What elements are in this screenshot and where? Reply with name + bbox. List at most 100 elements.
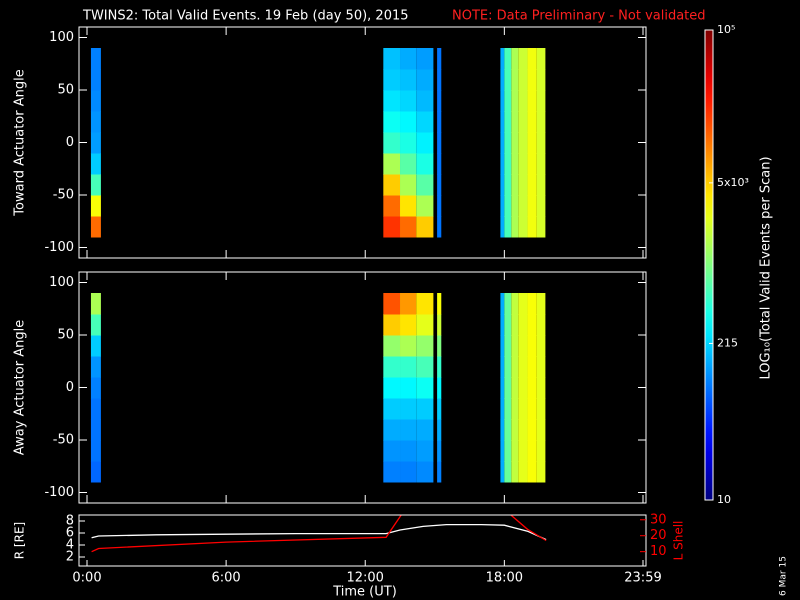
heat-cell — [416, 174, 434, 196]
heat-cell — [500, 398, 505, 420]
heat-cell — [504, 111, 512, 133]
heat-cell — [518, 293, 528, 315]
heat-cell — [416, 216, 434, 238]
heat-cell — [437, 398, 442, 420]
y-tick-label: 8 — [66, 514, 74, 529]
heat-cell — [500, 69, 505, 91]
heat-cell — [504, 195, 512, 217]
heat-cell — [383, 398, 401, 420]
heat-cell — [500, 461, 505, 483]
heat-cell — [518, 356, 528, 378]
heat-cell — [90, 48, 101, 70]
heat-cell — [90, 111, 101, 133]
heat-cell — [383, 174, 401, 196]
heat-cell — [518, 48, 528, 70]
heat-cell — [383, 195, 401, 217]
heat-cell — [504, 132, 512, 154]
heat-cell — [527, 132, 537, 154]
y-axis-label: Away Actuator Angle — [13, 320, 28, 455]
heat-cell — [518, 111, 528, 133]
heat-cell — [437, 216, 442, 238]
plot-area — [79, 272, 646, 503]
heat-cell — [437, 377, 442, 399]
heat-cell — [511, 111, 519, 133]
y-tick-label: 6 — [66, 526, 74, 541]
plot-area — [79, 27, 646, 258]
heat-cell — [90, 398, 101, 420]
heat-cell — [527, 153, 537, 175]
heat-cell — [500, 377, 505, 399]
heat-cell — [500, 195, 505, 217]
heat-cell — [536, 69, 546, 91]
heat-cell — [504, 293, 512, 315]
heat-cell — [504, 174, 512, 196]
heat-cell — [511, 90, 519, 112]
heat-cell — [400, 216, 417, 238]
heat-cell — [437, 153, 442, 175]
heat-cell — [416, 440, 434, 462]
y-tick-label: 50 — [57, 83, 74, 98]
heat-cell — [536, 132, 546, 154]
heat-cell — [437, 69, 442, 91]
plot-frame — [78, 514, 647, 567]
heat-cell — [504, 90, 512, 112]
heat-cell — [416, 461, 434, 483]
heat-cell — [400, 111, 417, 133]
x-tick-label: 0:00 — [72, 571, 101, 586]
heat-cell — [527, 335, 537, 357]
heat-cell — [400, 461, 417, 483]
heat-cell — [536, 335, 546, 357]
heat-cell — [511, 153, 519, 175]
y-tick-label: 50 — [57, 328, 74, 343]
heat-cell — [383, 216, 401, 238]
y-tick-label: -50 — [53, 433, 74, 448]
heat-cell — [500, 356, 505, 378]
heat-cell — [511, 174, 519, 196]
heat-cell — [416, 314, 434, 336]
heat-cell — [527, 111, 537, 133]
heat-cell — [504, 314, 512, 336]
heat-cell — [90, 195, 101, 217]
heat-cell — [400, 398, 417, 420]
heat-cell — [504, 335, 512, 357]
heat-cell — [511, 377, 519, 399]
heat-cell — [511, 461, 519, 483]
heat-cell — [518, 216, 528, 238]
heat-cell — [416, 377, 434, 399]
heat-cell — [500, 48, 505, 70]
heat-cell — [518, 153, 528, 175]
heat-cell — [536, 398, 546, 420]
y-tick-label: 100 — [49, 30, 74, 45]
heat-cell — [536, 356, 546, 378]
heat-cell — [90, 174, 101, 196]
heat-cell — [504, 398, 512, 420]
heat-cell — [90, 461, 101, 483]
heat-cell — [400, 90, 417, 112]
x-tick-label: 18:00 — [486, 571, 523, 586]
heat-cell — [527, 90, 537, 112]
lines — [91, 515, 547, 553]
heat-cell — [536, 111, 546, 133]
heat-cell — [437, 356, 442, 378]
heat-cell — [383, 314, 401, 336]
heat-cell — [511, 69, 519, 91]
heat-cell — [527, 174, 537, 196]
heat-cell — [383, 440, 401, 462]
heat-cell — [527, 377, 537, 399]
heat-cell — [90, 419, 101, 441]
heat-cell — [90, 132, 101, 154]
y-tick-label: 0 — [66, 380, 74, 395]
colorbar-tick-label: 215 — [717, 336, 738, 349]
heat-cell — [416, 195, 434, 217]
heat-cell — [383, 377, 401, 399]
heat-cell — [527, 314, 537, 336]
heat-cell — [500, 419, 505, 441]
heat-cell — [536, 377, 546, 399]
heat-cell — [518, 314, 528, 336]
heat-cell — [511, 216, 519, 238]
heat-cell — [536, 440, 546, 462]
colorbar-tick-label: 5x10³ — [717, 176, 749, 189]
heat-cell — [500, 440, 505, 462]
heat-cell — [90, 153, 101, 175]
